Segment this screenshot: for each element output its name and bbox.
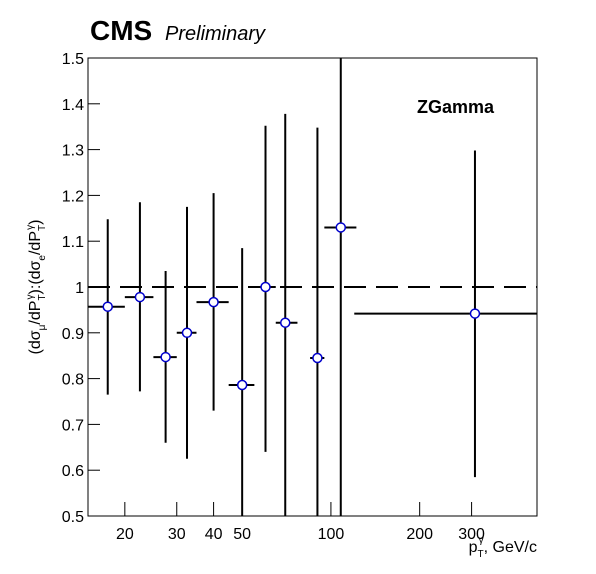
marker [335,222,347,233]
plot-area [88,58,537,516]
x-tick-label: 30 [168,526,186,543]
marker [236,379,248,391]
x-axis-label-part: p [469,539,478,556]
marker [469,308,481,319]
x-axis-label-part: γ [479,535,484,546]
y-axis-label-part: /dP [27,231,44,255]
y-tick-label: 1.1 [62,234,84,251]
x-axis-label-part: , GeV/c [484,539,537,556]
marker [134,291,146,303]
x-axis-label-part: T [478,549,484,560]
y-axis-label-part: T [37,225,48,231]
marker [279,317,291,328]
y-tick-label: 0.5 [62,509,84,526]
y-axis-label-part: e [37,255,48,261]
y-axis-label-part: T [37,294,48,300]
y-tick-label: 1.4 [62,97,84,114]
x-tick-label: 50 [233,526,251,543]
x-axis-label: pTγ, GeV/c [469,535,537,560]
y-axis-label: (dσμ/dPTγ):(dσe/dPTγ) [25,220,48,355]
x-tick-label: 200 [406,526,433,543]
marker [312,352,323,364]
x-tick-label: 40 [205,526,223,543]
annotation: ZGamma [417,97,495,117]
marker [102,301,113,312]
y-tick-label: 1 [75,280,84,297]
y-axis-label-part: (dσ [27,330,44,354]
x-tick-label: 20 [116,526,134,543]
y-tick-label: 1.2 [62,188,84,205]
y-tick-label: 0.6 [62,463,84,480]
y-tick-label: 1.3 [62,143,84,160]
chart-subtitle: Preliminary [165,23,266,45]
y-axis-label-part: ):(dσ [27,260,44,294]
y-axis-label-part: μ [37,324,48,330]
marker [160,351,171,363]
marker [181,327,193,339]
y-tick-label: 1.5 [62,51,84,68]
y-tick-label: 0.8 [62,372,84,389]
x-tick-label: 100 [318,526,345,543]
marker [208,296,219,308]
y-tick-label: 0.7 [62,417,84,434]
marker [260,281,271,293]
y-axis-label-part: /dP [27,301,44,325]
y-axis-label-part: ) [27,220,44,225]
y-axis-label-part: γ [25,294,36,299]
y-tick-label: 0.9 [62,326,84,343]
chart-title: CMS [90,15,152,46]
x-tick-label: 300 [458,526,485,543]
y-axis-label-part: γ [25,225,36,230]
